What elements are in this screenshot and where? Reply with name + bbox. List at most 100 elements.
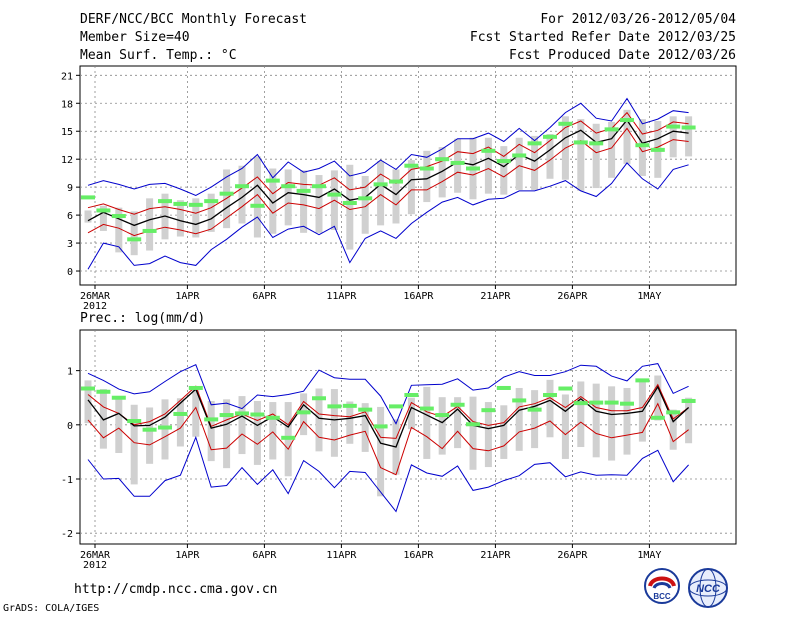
prec-observed-marker [96,389,111,394]
prec-xtick-label-5: 21APR [480,550,511,561]
temp-spread-box [315,175,323,233]
temp-ytick-label-3: 9 [67,183,73,194]
prec-observed-marker [558,386,573,391]
temp-spread-box [577,119,585,191]
temp-observed-marker [81,195,95,200]
temp-spread-box [546,134,554,179]
prec-spread-box [500,405,508,459]
prec-xtick-label-1: 1APR [175,550,200,561]
prec-spread-box [654,375,662,421]
prec-observed-marker [573,401,588,406]
prec-observed-marker [604,400,619,405]
temp-year-label: 2012 [83,301,107,312]
prec-line-mean [87,385,690,448]
fcst-produced-date: Fcst Produced Date 2012/03/26 [509,48,736,63]
temp-observed-marker [265,178,280,183]
temp-spread-box [592,123,600,189]
prec-xtick-label-7: 1MAY [637,550,661,561]
temp-observed-marker [466,166,480,171]
source-url[interactable]: http://cmdp.ncc.cma.gov.cn [74,582,278,597]
prec-observed-marker [620,401,634,406]
temp-spread-box [346,164,354,250]
prec-observed-marker [589,400,604,405]
prec-observed-marker [250,412,265,417]
fcst-started-date: Fcst Started Refer Date 2012/03/25 [469,30,736,45]
temp-observed-marker [188,202,203,207]
temp-observed-marker [527,141,542,146]
prec-spread-box [115,396,123,453]
prec-observed-marker [512,398,527,403]
temp-spread-box [454,138,462,193]
prec-spread-box [546,379,554,438]
prec-observed-marker [650,415,665,420]
temp-spread-box [623,109,631,164]
temp-observed-marker [327,192,342,197]
temp-xtick-label-0: 26MAR [80,291,111,302]
temp-observed-marker [635,143,650,148]
grads-credit: GrADS: COLA/IGES [3,603,100,614]
prec-observed-marker [635,378,650,383]
prec-spread-box [377,406,385,497]
prec-spread-box [238,396,246,455]
temp-observed-marker [342,200,357,205]
prec-xtick-label-0: 26MAR [80,550,111,561]
temp-observed-marker [250,203,265,208]
temp-spread-box [407,160,415,215]
prec-observed-marker [81,386,95,391]
prec-spread-box [669,409,677,450]
prec-observed-marker [235,411,249,416]
ncc-logo: NCC [688,568,728,608]
prec-spread-box [515,387,523,451]
temp-line-mean [87,119,689,227]
bcc-logo: BCC [644,568,680,604]
temp-observed-marker [111,214,126,219]
prec-spread-box [592,383,600,458]
prec-observed-marker [158,425,172,430]
temp-observed-marker [496,159,511,164]
temp-spread-box [146,198,154,251]
prec-observed-marker [527,407,542,412]
bcc-logo-text: BCC [653,592,671,601]
temp-observed-marker [219,191,234,196]
temp-spread-box [500,146,508,195]
prec-spread-box [685,397,693,444]
temp-spread-box [392,169,400,224]
temp-observed-marker [235,184,249,189]
prec-observed-marker [127,419,142,424]
prec-observed-marker [327,404,342,409]
temp-observed-marker [142,228,157,233]
temp-spread-box [515,137,523,190]
temp-observed-marker [96,208,111,213]
prec-observed-marker [219,413,234,418]
prec-observed-marker [389,404,403,409]
prec-spread-box [315,388,323,452]
prec-observed-marker [419,406,434,411]
temp-observed-marker [389,179,403,184]
prec-line-min [87,435,689,513]
chart-title: DERF/NCC/BCC Monthly Forecast [80,12,307,27]
prec-xtick-label-2: 6APR [252,550,277,561]
temp-spread-box [176,200,184,237]
prec-spread-box [484,402,492,468]
temp-xtick-label-6: 26APR [557,291,588,302]
prec-spread-box [146,407,154,464]
prec-observed-marker [496,385,511,390]
prec-xtick-label-6: 26APR [557,550,588,561]
prec-line-spread-upper [87,383,689,439]
prec-year-label: 2012 [83,560,107,571]
prec-spread-box [469,396,477,470]
temp-spread-box [192,198,200,238]
temp-ytick-label-2: 6 [67,211,73,222]
temp-spread-box [423,150,431,203]
temp-spread-box [207,193,215,232]
prec-observed-marker [450,402,465,407]
temp-ytick-label-6: 18 [61,99,73,110]
prec-spread-box [84,380,92,424]
temp-observed-marker [558,121,573,126]
temp-ytick-label-5: 15 [61,127,73,138]
prec-spread-box [561,394,569,459]
prec-plot-frame [79,329,737,545]
prec-panel-title: Prec.: log(mm/d) [80,311,205,326]
temp-observed-marker [158,199,172,204]
temp-observed-marker [681,125,696,130]
